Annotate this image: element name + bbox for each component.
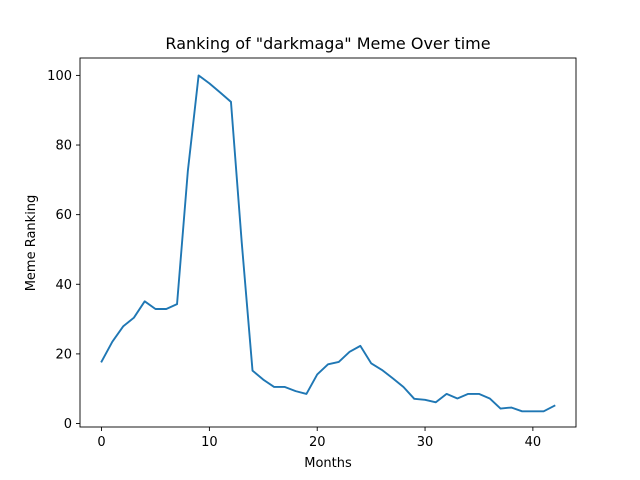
y-tick-label: 100 bbox=[47, 69, 72, 84]
y-tick-label: 60 bbox=[55, 208, 72, 223]
x-tick-label: 40 bbox=[525, 435, 542, 450]
x-tick-label: 30 bbox=[417, 435, 434, 450]
chart-title: Ranking of "darkmaga" Meme Over time bbox=[165, 34, 490, 53]
x-tick-label: 10 bbox=[201, 435, 218, 450]
x-tick-label: 20 bbox=[309, 435, 326, 450]
x-tick-label: 0 bbox=[97, 435, 105, 450]
y-tick-label: 20 bbox=[55, 347, 72, 362]
x-axis-ticks: 0 10 20 30 40 bbox=[97, 427, 541, 450]
y-axis-ticks: 0 20 40 60 80 100 bbox=[47, 69, 80, 432]
y-tick-label: 80 bbox=[55, 139, 72, 154]
y-tick-label: 0 bbox=[64, 417, 72, 432]
x-axis-label: Months bbox=[304, 456, 352, 471]
y-axis-label: Meme Ranking bbox=[24, 195, 39, 292]
plot-frame bbox=[79, 57, 577, 428]
series-line bbox=[100, 74, 556, 413]
y-tick-label: 40 bbox=[55, 278, 72, 293]
